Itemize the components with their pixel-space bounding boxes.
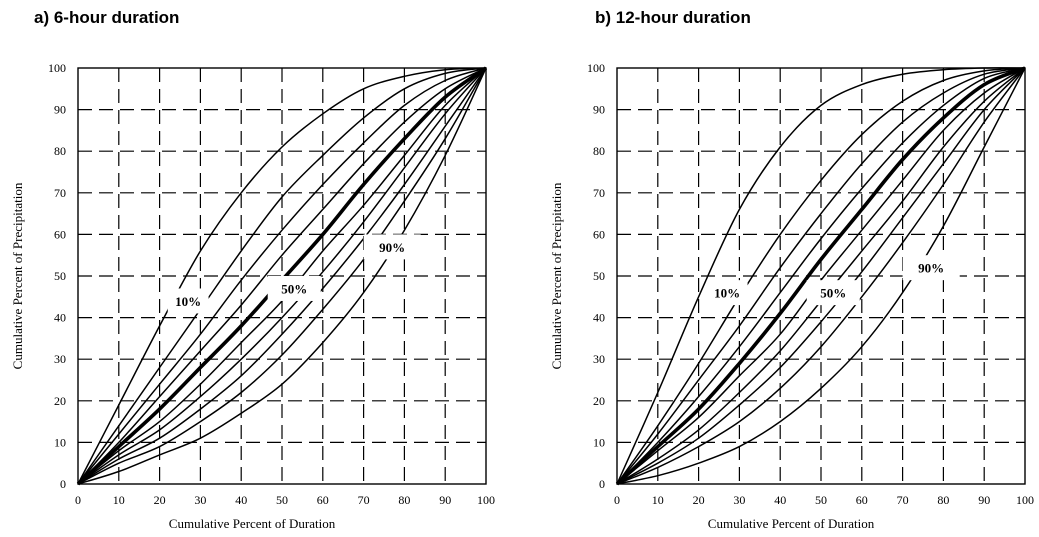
x-axis-label: Cumulative Percent of Duration <box>169 516 336 531</box>
annotations: 10% 50% 90% <box>167 234 421 314</box>
x-tick-label: 60 <box>856 493 868 507</box>
series-line <box>77 67 487 485</box>
annotation-box <box>706 280 748 306</box>
y-tick-label: 50 <box>54 269 66 283</box>
annotation-label: 50% <box>281 281 307 296</box>
x-tick-label: 70 <box>358 493 370 507</box>
x-tick-label: 70 <box>897 493 909 507</box>
series-line <box>616 67 1026 485</box>
series-line <box>616 67 1026 485</box>
chart-svg-6-hour: 10% 50% 90% 0 10 20 30 40 50 60 70 80 90 100 0 10 20 30 40… <box>10 61 495 531</box>
x-tick-label: 100 <box>477 493 495 507</box>
x-tick-label: 20 <box>693 493 705 507</box>
y-tick-label: 50 <box>593 269 605 283</box>
y-tick-label: 90 <box>593 103 605 117</box>
annotation-box <box>167 288 209 314</box>
y-tick-label: 60 <box>593 227 605 241</box>
chart-svg-12-hour: 10% 50% 90% 0 10 20 30 40 50 60 70 80 90 100 0 10 20 30 40… <box>549 61 1034 531</box>
y-tick-label: 70 <box>593 186 605 200</box>
x-tick-label: 90 <box>978 493 990 507</box>
y-tick-label: 20 <box>593 394 605 408</box>
annotation-label: 90% <box>918 261 944 276</box>
y-tick-label: 20 <box>54 394 66 408</box>
y-tick-label: 80 <box>54 144 66 158</box>
annotation-box <box>806 280 860 306</box>
x-tick-label: 80 <box>937 493 949 507</box>
annotation-box <box>267 276 321 301</box>
chart-title: a) 6-hour duration <box>34 8 180 27</box>
grid <box>617 68 1025 484</box>
x-tick-label: 60 <box>317 493 329 507</box>
plot-frame <box>616 67 1026 485</box>
series-line <box>616 67 1026 485</box>
annotation-box <box>363 234 421 260</box>
x-tick-label: 40 <box>235 493 247 507</box>
y-tick-label: 30 <box>593 352 605 366</box>
y-tick-label: 40 <box>593 311 605 325</box>
y-tick-label: 0 <box>599 477 605 491</box>
y-tick-label: 10 <box>593 435 605 449</box>
series-line <box>616 67 1026 485</box>
x-tick-label: 100 <box>1016 493 1034 507</box>
chart-title: b) 12-hour duration <box>595 8 751 27</box>
annotation-label: 10% <box>175 294 201 309</box>
x-tick-label: 50 <box>815 493 827 507</box>
x-tick-label: 10 <box>652 493 664 507</box>
x-tick-label: 0 <box>614 493 620 507</box>
y-tick-label: 100 <box>48 61 66 75</box>
annotation-label: 10% <box>714 286 740 301</box>
y-tick-label: 40 <box>54 311 66 325</box>
series-line <box>616 67 1026 485</box>
x-tick-label: 0 <box>75 493 81 507</box>
x-tick-label: 90 <box>439 493 451 507</box>
x-tick-label: 50 <box>276 493 288 507</box>
series-line <box>616 67 1026 485</box>
series-line-median <box>615 66 1026 486</box>
y-axis-ticks: 0 10 20 30 40 50 60 70 80 90 100 <box>587 61 605 491</box>
x-axis-ticks: 0 10 20 30 40 50 60 70 80 90 100 <box>75 493 495 507</box>
annotation-label: 50% <box>820 286 846 301</box>
series-line <box>616 67 1026 485</box>
x-tick-label: 10 <box>113 493 125 507</box>
chart-panel-12-hour: b) 12-hour duration 10% 50% 90% 0 10 20 30 40 50… <box>539 0 1039 537</box>
y-axis-ticks: 0 10 20 30 40 50 60 70 80 90 100 <box>48 61 66 491</box>
series-line <box>77 67 487 485</box>
annotation-label: 90% <box>379 240 405 255</box>
x-tick-label: 30 <box>733 493 745 507</box>
y-tick-label: 0 <box>60 477 66 491</box>
series-group <box>76 66 488 486</box>
annotation-box <box>902 255 960 281</box>
x-tick-label: 80 <box>398 493 410 507</box>
y-tick-label: 10 <box>54 435 66 449</box>
y-tick-label: 90 <box>54 103 66 117</box>
series-line <box>77 67 487 485</box>
series-line <box>77 67 487 485</box>
annotations: 10% 50% 90% <box>706 255 960 306</box>
x-axis-label: Cumulative Percent of Duration <box>708 516 875 531</box>
x-tick-label: 20 <box>154 493 166 507</box>
y-axis-label: Cumulative Percent of Precipitation <box>549 182 564 369</box>
x-axis-ticks: 0 10 20 30 40 50 60 70 80 90 100 <box>614 493 1034 507</box>
y-tick-label: 30 <box>54 352 66 366</box>
series-line <box>77 67 487 485</box>
series-line <box>77 67 487 485</box>
y-axis-label: Cumulative Percent of Precipitation <box>10 182 25 369</box>
y-tick-label: 60 <box>54 227 66 241</box>
series-line <box>77 67 487 485</box>
series-line <box>616 67 1026 485</box>
y-tick-label: 70 <box>54 186 66 200</box>
y-tick-label: 100 <box>587 61 605 75</box>
x-tick-label: 40 <box>774 493 786 507</box>
y-tick-label: 80 <box>593 144 605 158</box>
x-tick-label: 30 <box>194 493 206 507</box>
series-line <box>77 67 487 485</box>
chart-panel-6-hour: a) 6-hour duration 10% 50% 90% 0 10 20 30 40 50 6… <box>0 0 519 537</box>
plot-frame <box>77 67 487 485</box>
